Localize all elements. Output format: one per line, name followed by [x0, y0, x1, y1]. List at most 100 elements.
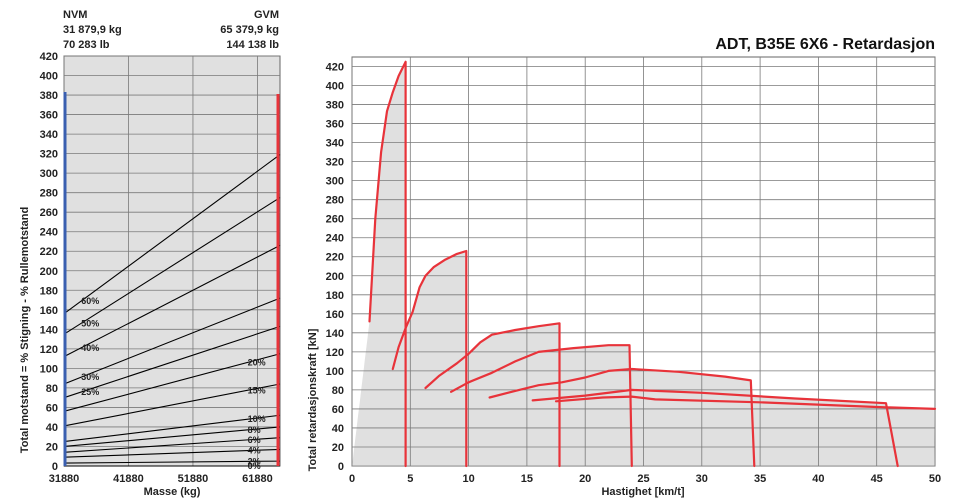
- grade-line: [63, 460, 281, 464]
- gvm-label: GVM: [254, 9, 279, 21]
- retardation-y-tick: 200: [326, 271, 344, 283]
- mass-chart: NVM 31 879,9 kg 70 283 lb GVM 65 379,9 k…: [19, 9, 281, 498]
- grade-line: [63, 448, 281, 458]
- retardation-x-tick: 0: [349, 473, 355, 485]
- grade-label: 4%: [248, 446, 261, 456]
- retardation-y-tick: 80: [332, 385, 344, 397]
- mass-ylabel: Total motstand = % Stigning - % Rullemot…: [19, 207, 31, 453]
- retardation-y-tick: 320: [326, 157, 344, 169]
- grade-label: 0%: [248, 461, 261, 471]
- mass-y-tick: 340: [40, 129, 58, 141]
- mass-y-tick: 320: [40, 149, 58, 161]
- retardation-y-tick: 240: [326, 233, 344, 245]
- retardation-x-tick: 25: [637, 473, 649, 485]
- gvm-kg: 65 379,9 kg: [220, 24, 279, 36]
- grade-line: [63, 154, 281, 315]
- retardation-gear-curve: [531, 388, 899, 468]
- retardation-gear-curve: [554, 395, 937, 410]
- mass-y-tick: 280: [40, 188, 58, 200]
- retardation-x-tick: 5: [407, 473, 413, 485]
- grade-line: [63, 244, 281, 358]
- retardation-x-tick: 20: [579, 473, 591, 485]
- grade-line: [63, 297, 281, 385]
- grade-label: 60%: [81, 296, 99, 306]
- grade-label: 15%: [248, 385, 266, 395]
- grade-label: 40%: [81, 343, 99, 353]
- mass-y-tick: 40: [46, 422, 58, 434]
- mass-y-tick: 160: [40, 305, 58, 317]
- mass-y-tick: 220: [40, 246, 58, 258]
- retardation-envelope-fill: [352, 61, 935, 467]
- retardation-x-tick: 35: [754, 473, 766, 485]
- grade-label: 6%: [248, 435, 261, 445]
- mass-y-tick: 400: [40, 71, 58, 83]
- retardation-y-tick: 0: [338, 461, 344, 473]
- retardation-y-tick: 380: [326, 100, 344, 112]
- grade-label: 10%: [248, 414, 266, 424]
- mass-y-tick: 360: [40, 110, 58, 122]
- mass-y-tick: 60: [46, 402, 58, 414]
- mass-x-ticks: 31880 41880 51880 61880: [49, 473, 273, 485]
- retardation-gear-curve: [488, 367, 756, 468]
- retardation-y-tick: 40: [332, 423, 344, 435]
- chart-title: ADT, B35E 6X6 - Retardasjon: [715, 36, 935, 53]
- retardation-y-tick: 100: [326, 366, 344, 378]
- grade-labels: 60% 50% 40% 30% 25% 20% 15% 10%8%6%4%2%0%: [81, 296, 265, 471]
- grade-label: 30%: [81, 372, 99, 382]
- retardation-y-tick: 300: [326, 176, 344, 188]
- mass-y-tick: 240: [40, 227, 58, 239]
- mass-y-tick: 140: [40, 324, 58, 336]
- retardation-x-ticks: 0 5 10 15 20 25 30 35 40 45 50: [349, 473, 941, 485]
- retardation-xlabel: Hastighet [km/t]: [601, 486, 684, 498]
- grade-line: [63, 414, 281, 443]
- retardation-gear-curve: [368, 60, 407, 468]
- retardation-curves: [368, 60, 937, 468]
- grade-line: [63, 383, 281, 427]
- retardation-x-tick: 15: [521, 473, 533, 485]
- retardation-y-tick: 220: [326, 252, 344, 264]
- grade-line: [63, 197, 281, 335]
- grade-label: 8%: [248, 425, 261, 435]
- grade-lines: [63, 154, 281, 467]
- mass-x-tick: 51880: [178, 473, 209, 485]
- retardation-y-tick: 120: [326, 347, 344, 359]
- retardation-y-tick: 400: [326, 81, 344, 93]
- retardation-y-tick: 20: [332, 442, 344, 454]
- mass-x-tick: 61880: [242, 473, 273, 485]
- grade-label: 50%: [81, 318, 99, 328]
- mass-x-tick: 41880: [113, 473, 144, 485]
- grade-line: [63, 426, 281, 448]
- retardation-chart: ADT, B35E 6X6 - Retardasjon 020406080100…: [307, 36, 941, 498]
- retardation-y-tick: 340: [326, 138, 344, 150]
- mass-y-ticks: 0 20 40 60 80 100 120 140 160 180 200 220 240 260 280 3…: [40, 51, 58, 473]
- mass-y-tick: 380: [40, 90, 58, 102]
- grade-line: [63, 353, 281, 412]
- retardation-y-tick: 260: [326, 214, 344, 226]
- mass-y-tick: 180: [40, 285, 58, 297]
- retardation-y-ticks: 0 20 40 60 80 100 120 140 160 180 200 220 240 260 280 3…: [326, 62, 344, 473]
- retardation-y-tick: 280: [326, 195, 344, 207]
- mass-y-tick: 120: [40, 344, 58, 356]
- mass-y-tick: 100: [40, 363, 58, 375]
- retardation-x-tick: 50: [929, 473, 941, 485]
- nvm-kg: 31 879,9 kg: [63, 24, 122, 36]
- mass-xlabel: Masse (kg): [144, 486, 201, 498]
- mass-y-tick: 420: [40, 51, 58, 63]
- retardation-y-tick: 360: [326, 119, 344, 131]
- mass-y-tick: 0: [52, 461, 58, 473]
- grade-line: [63, 437, 281, 453]
- retardation-y-tick: 420: [326, 62, 344, 74]
- grade-label: 20%: [248, 357, 266, 367]
- mass-y-tick: 20: [46, 441, 58, 453]
- retardation-y-tick: 180: [326, 290, 344, 302]
- retardation-y-tick: 60: [332, 404, 344, 416]
- mass-y-tick: 200: [40, 266, 58, 278]
- grade-label: 2%: [248, 456, 261, 466]
- retardation-x-tick: 45: [871, 473, 883, 485]
- retardation-x-tick: 40: [812, 473, 824, 485]
- retardation-x-tick: 10: [462, 473, 474, 485]
- retardation-y-tick: 160: [326, 309, 344, 321]
- retardation-gridlines: [351, 57, 936, 467]
- retardation-y-tick: 140: [326, 328, 344, 340]
